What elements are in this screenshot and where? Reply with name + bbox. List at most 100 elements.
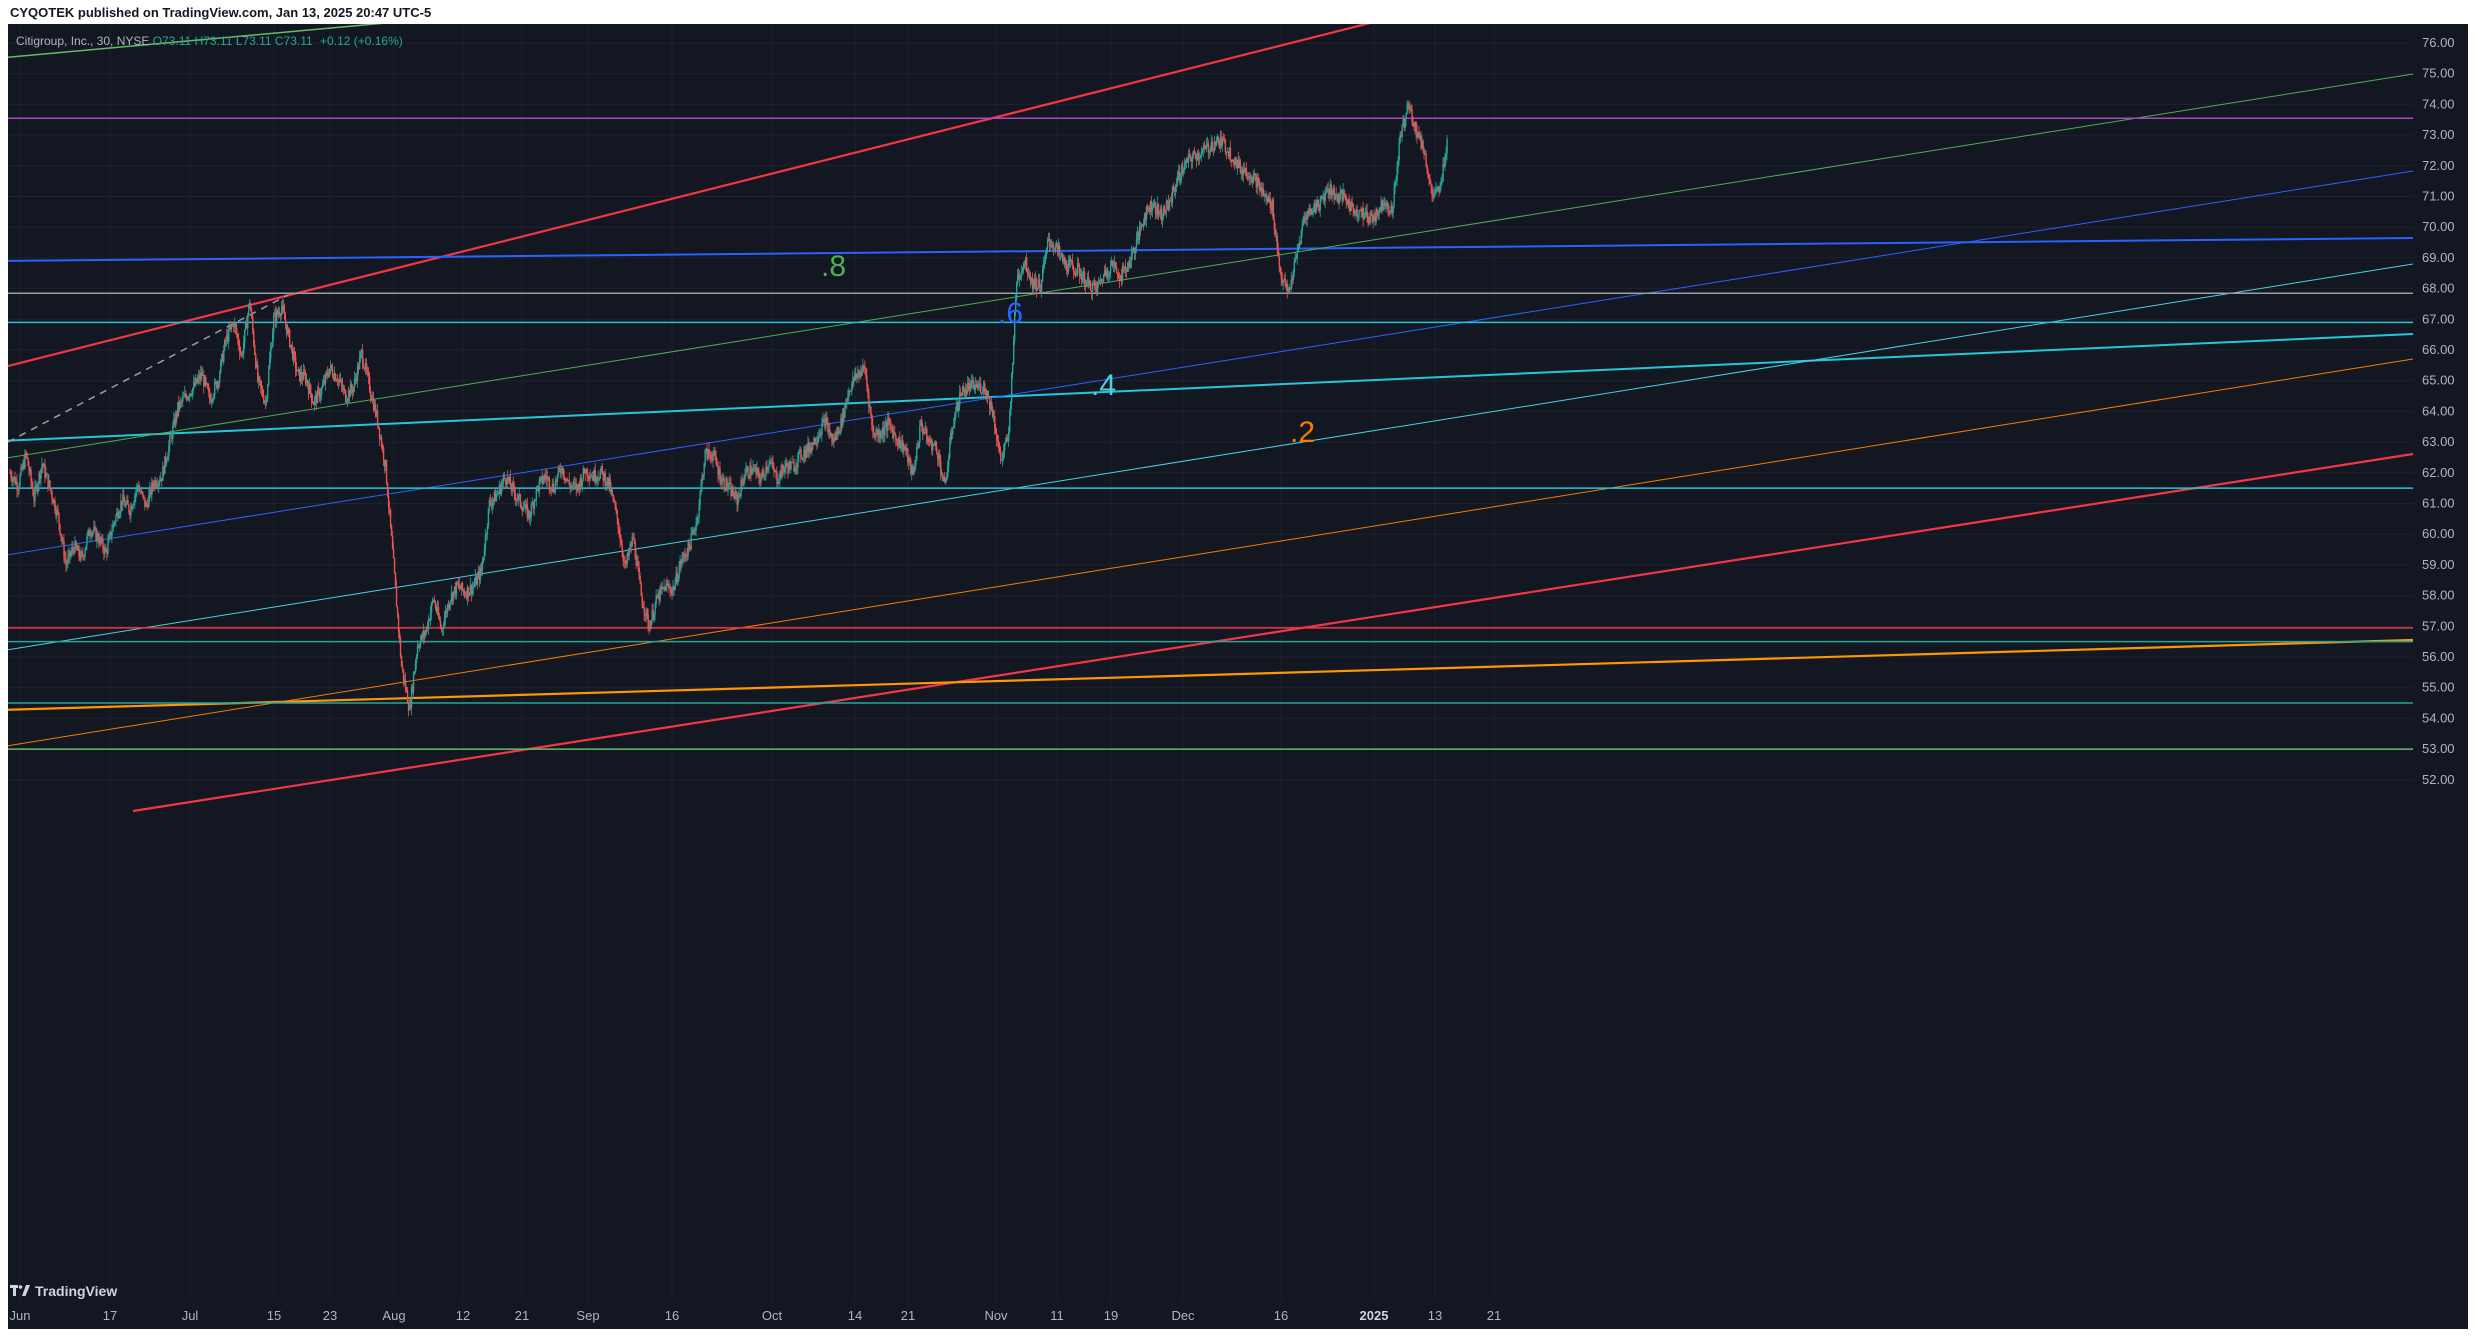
candle-body xyxy=(194,382,196,386)
candle-body xyxy=(53,500,55,504)
candle-body xyxy=(957,401,959,412)
candle-body xyxy=(1411,109,1413,122)
candle-body xyxy=(277,310,279,314)
candle-body xyxy=(985,390,987,396)
candle-body xyxy=(1415,121,1417,132)
candle-body xyxy=(800,449,802,459)
candle-body xyxy=(322,380,325,386)
candle-body xyxy=(224,339,226,350)
candle-body xyxy=(991,401,993,411)
candle-body xyxy=(683,553,685,555)
candle-body xyxy=(1097,281,1100,283)
candle-body xyxy=(897,441,899,447)
candle-body xyxy=(1236,159,1239,169)
candle-body xyxy=(1185,158,1188,162)
candle-body xyxy=(493,491,496,500)
candle-body xyxy=(37,484,39,492)
candle-body xyxy=(863,365,865,367)
candle-body xyxy=(107,541,109,554)
candle-body xyxy=(914,465,916,469)
candle-body xyxy=(1016,274,1019,283)
candle-body xyxy=(134,495,136,503)
candle-body xyxy=(318,389,321,398)
candlestick-chart[interactable]: .8.6.4.2 52.0053.0054.0055.0056.0057.005… xyxy=(8,24,2468,1329)
candle-body xyxy=(557,467,560,476)
candle-body xyxy=(889,421,891,423)
candle-body xyxy=(1148,208,1151,213)
candle-body xyxy=(1131,250,1134,253)
candle-body xyxy=(614,502,616,508)
candle-body xyxy=(91,532,93,536)
candle-body xyxy=(1224,139,1227,152)
candle-body xyxy=(680,561,682,565)
candle-body xyxy=(484,535,487,551)
candle-body xyxy=(411,687,414,692)
candle-body xyxy=(1150,200,1153,211)
candle-body xyxy=(718,468,720,476)
trend-line xyxy=(8,73,2414,459)
candle-body xyxy=(807,442,809,453)
candle-body xyxy=(1407,103,1409,106)
candle-body xyxy=(682,553,684,560)
candle-body xyxy=(20,466,22,476)
candle-body xyxy=(147,503,149,508)
candle-body xyxy=(647,614,649,628)
candle-body xyxy=(452,591,455,601)
candle-body xyxy=(655,595,657,604)
candle-body xyxy=(978,384,980,389)
candle-body xyxy=(287,328,289,335)
candle-body xyxy=(636,561,638,566)
candle-body xyxy=(910,459,912,474)
candle-body xyxy=(1036,287,1039,291)
candle-body xyxy=(977,386,979,389)
time-tick-label: 2025 xyxy=(1360,1308,1389,1323)
candle-body xyxy=(1057,245,1060,250)
candle-body xyxy=(1283,278,1286,281)
candle-body xyxy=(1073,272,1076,274)
candle-body xyxy=(1366,211,1368,217)
candle-body xyxy=(639,576,641,584)
fib-level-label: .2 xyxy=(1290,416,1315,449)
candle-body xyxy=(423,631,426,636)
candle-body xyxy=(490,503,493,507)
tradingview-logo[interactable]: TradingView xyxy=(10,1283,117,1299)
time-tick-label: 11 xyxy=(1050,1308,1064,1323)
candle-body xyxy=(1329,184,1331,195)
candle-body xyxy=(937,453,939,460)
fib-level-label: .6 xyxy=(998,297,1023,330)
candle-body xyxy=(751,472,753,475)
candle-body xyxy=(767,466,769,471)
candle-body xyxy=(967,383,969,393)
candle-body xyxy=(998,442,1000,448)
candle-body xyxy=(14,476,16,485)
candle-body xyxy=(941,473,943,475)
candle-body xyxy=(1435,187,1437,193)
candle-body xyxy=(809,447,811,453)
candle-body xyxy=(1082,271,1085,278)
candle-body xyxy=(591,475,593,478)
candle-body xyxy=(723,477,725,489)
candle-body xyxy=(10,472,12,478)
candle-body xyxy=(1413,124,1415,127)
chart-area[interactable]: .8.6.4.2 52.00 53.00 54.00 55.00 56.00 57.00 5… xyxy=(8,24,2468,1329)
candle-body xyxy=(1169,200,1172,202)
candle-body xyxy=(1196,153,1199,161)
candle-body xyxy=(1051,245,1054,247)
candle-body xyxy=(1229,147,1232,161)
candle-body xyxy=(1049,244,1052,246)
dashed-projection-line xyxy=(8,294,289,443)
candle-body xyxy=(806,446,808,453)
candle-body xyxy=(250,303,252,312)
candle-body xyxy=(243,342,245,354)
candle-body xyxy=(1124,266,1127,270)
candle-body xyxy=(1325,190,1327,192)
candle-body xyxy=(833,436,835,442)
candle-body xyxy=(70,552,72,557)
candle-body xyxy=(707,449,709,460)
candle-body xyxy=(861,371,863,376)
candle-body xyxy=(790,462,792,470)
candle-body xyxy=(1183,162,1186,170)
candle-body xyxy=(1045,247,1048,253)
candle-body xyxy=(370,396,373,401)
candle-body xyxy=(1190,159,1193,162)
